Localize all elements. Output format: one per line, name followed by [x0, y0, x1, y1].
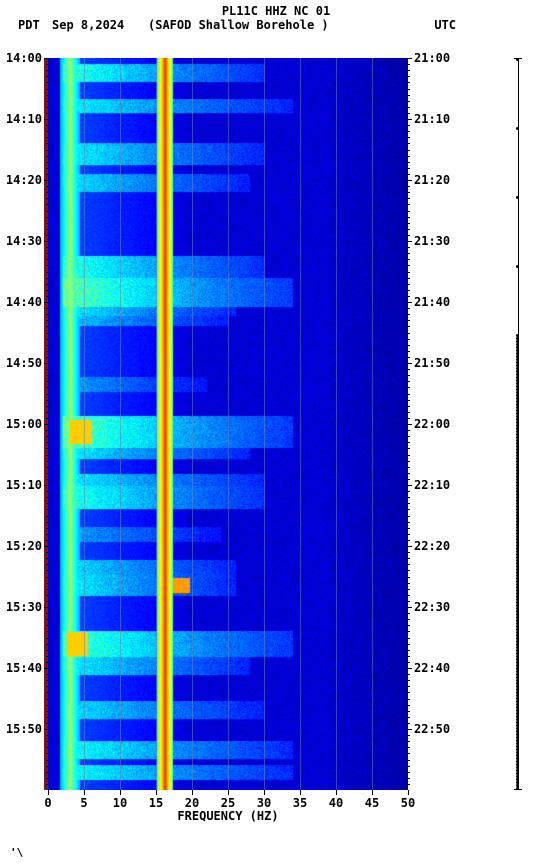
x-tick-label: 0 [44, 796, 51, 810]
y-right-label: 22:30 [414, 600, 458, 614]
y-right-label: 22:10 [414, 478, 458, 492]
x-axis-title: FREQUENCY (HZ) [48, 809, 408, 823]
y-right-label: 22:20 [414, 539, 458, 553]
vertical-gridlines [48, 58, 408, 790]
x-tick-label: 30 [257, 796, 271, 810]
x-tick-label: 35 [293, 796, 307, 810]
station-subtitle: (SAFOD Shallow Borehole ) [148, 18, 329, 32]
y-left-label: 14:10 [2, 112, 42, 126]
y-right-label: 21:50 [414, 356, 458, 370]
y-right-label: 21:30 [414, 234, 458, 248]
y-left-label: 15:00 [2, 417, 42, 431]
spectrogram-plot [48, 58, 408, 790]
y-right-label: 21:00 [414, 51, 458, 65]
x-tick-label: 25 [221, 796, 235, 810]
y-right-label: 21:40 [414, 295, 458, 309]
y-left-label: 15:30 [2, 600, 42, 614]
x-tick-label: 45 [365, 796, 379, 810]
x-tick-label: 40 [329, 796, 343, 810]
x-tick-label: 10 [113, 796, 127, 810]
y-left-label: 14:50 [2, 356, 42, 370]
station-title: PL11C HHZ NC 01 [0, 4, 552, 18]
y-left-label: 15:40 [2, 661, 42, 675]
y-left-label: 14:00 [2, 51, 42, 65]
date-label: Sep 8,2024 [52, 18, 124, 32]
x-tick-label: 15 [149, 796, 163, 810]
x-axis: 05101520253035404550 [48, 790, 408, 810]
x-tick-label: 20 [185, 796, 199, 810]
y-left-label: 15:10 [2, 478, 42, 492]
y-left-label: 14:20 [2, 173, 42, 187]
footmark: '\ [10, 846, 23, 859]
y-right-label: 22:00 [414, 417, 458, 431]
left-tz-label: PDT [18, 18, 40, 32]
y-right-label: 21:10 [414, 112, 458, 126]
y-left-label: 14:40 [2, 295, 42, 309]
x-tick-label: 50 [401, 796, 415, 810]
y-left-label: 14:30 [2, 234, 42, 248]
y-right-label: 22:50 [414, 722, 458, 736]
y-left-label: 15:20 [2, 539, 42, 553]
y-right-label: 21:20 [414, 173, 458, 187]
amplitude-strip [510, 58, 520, 790]
y-right-label: 22:40 [414, 661, 458, 675]
right-tz-label: UTC [434, 18, 456, 32]
x-tick-label: 5 [80, 796, 87, 810]
y-left-label: 15:50 [2, 722, 42, 736]
